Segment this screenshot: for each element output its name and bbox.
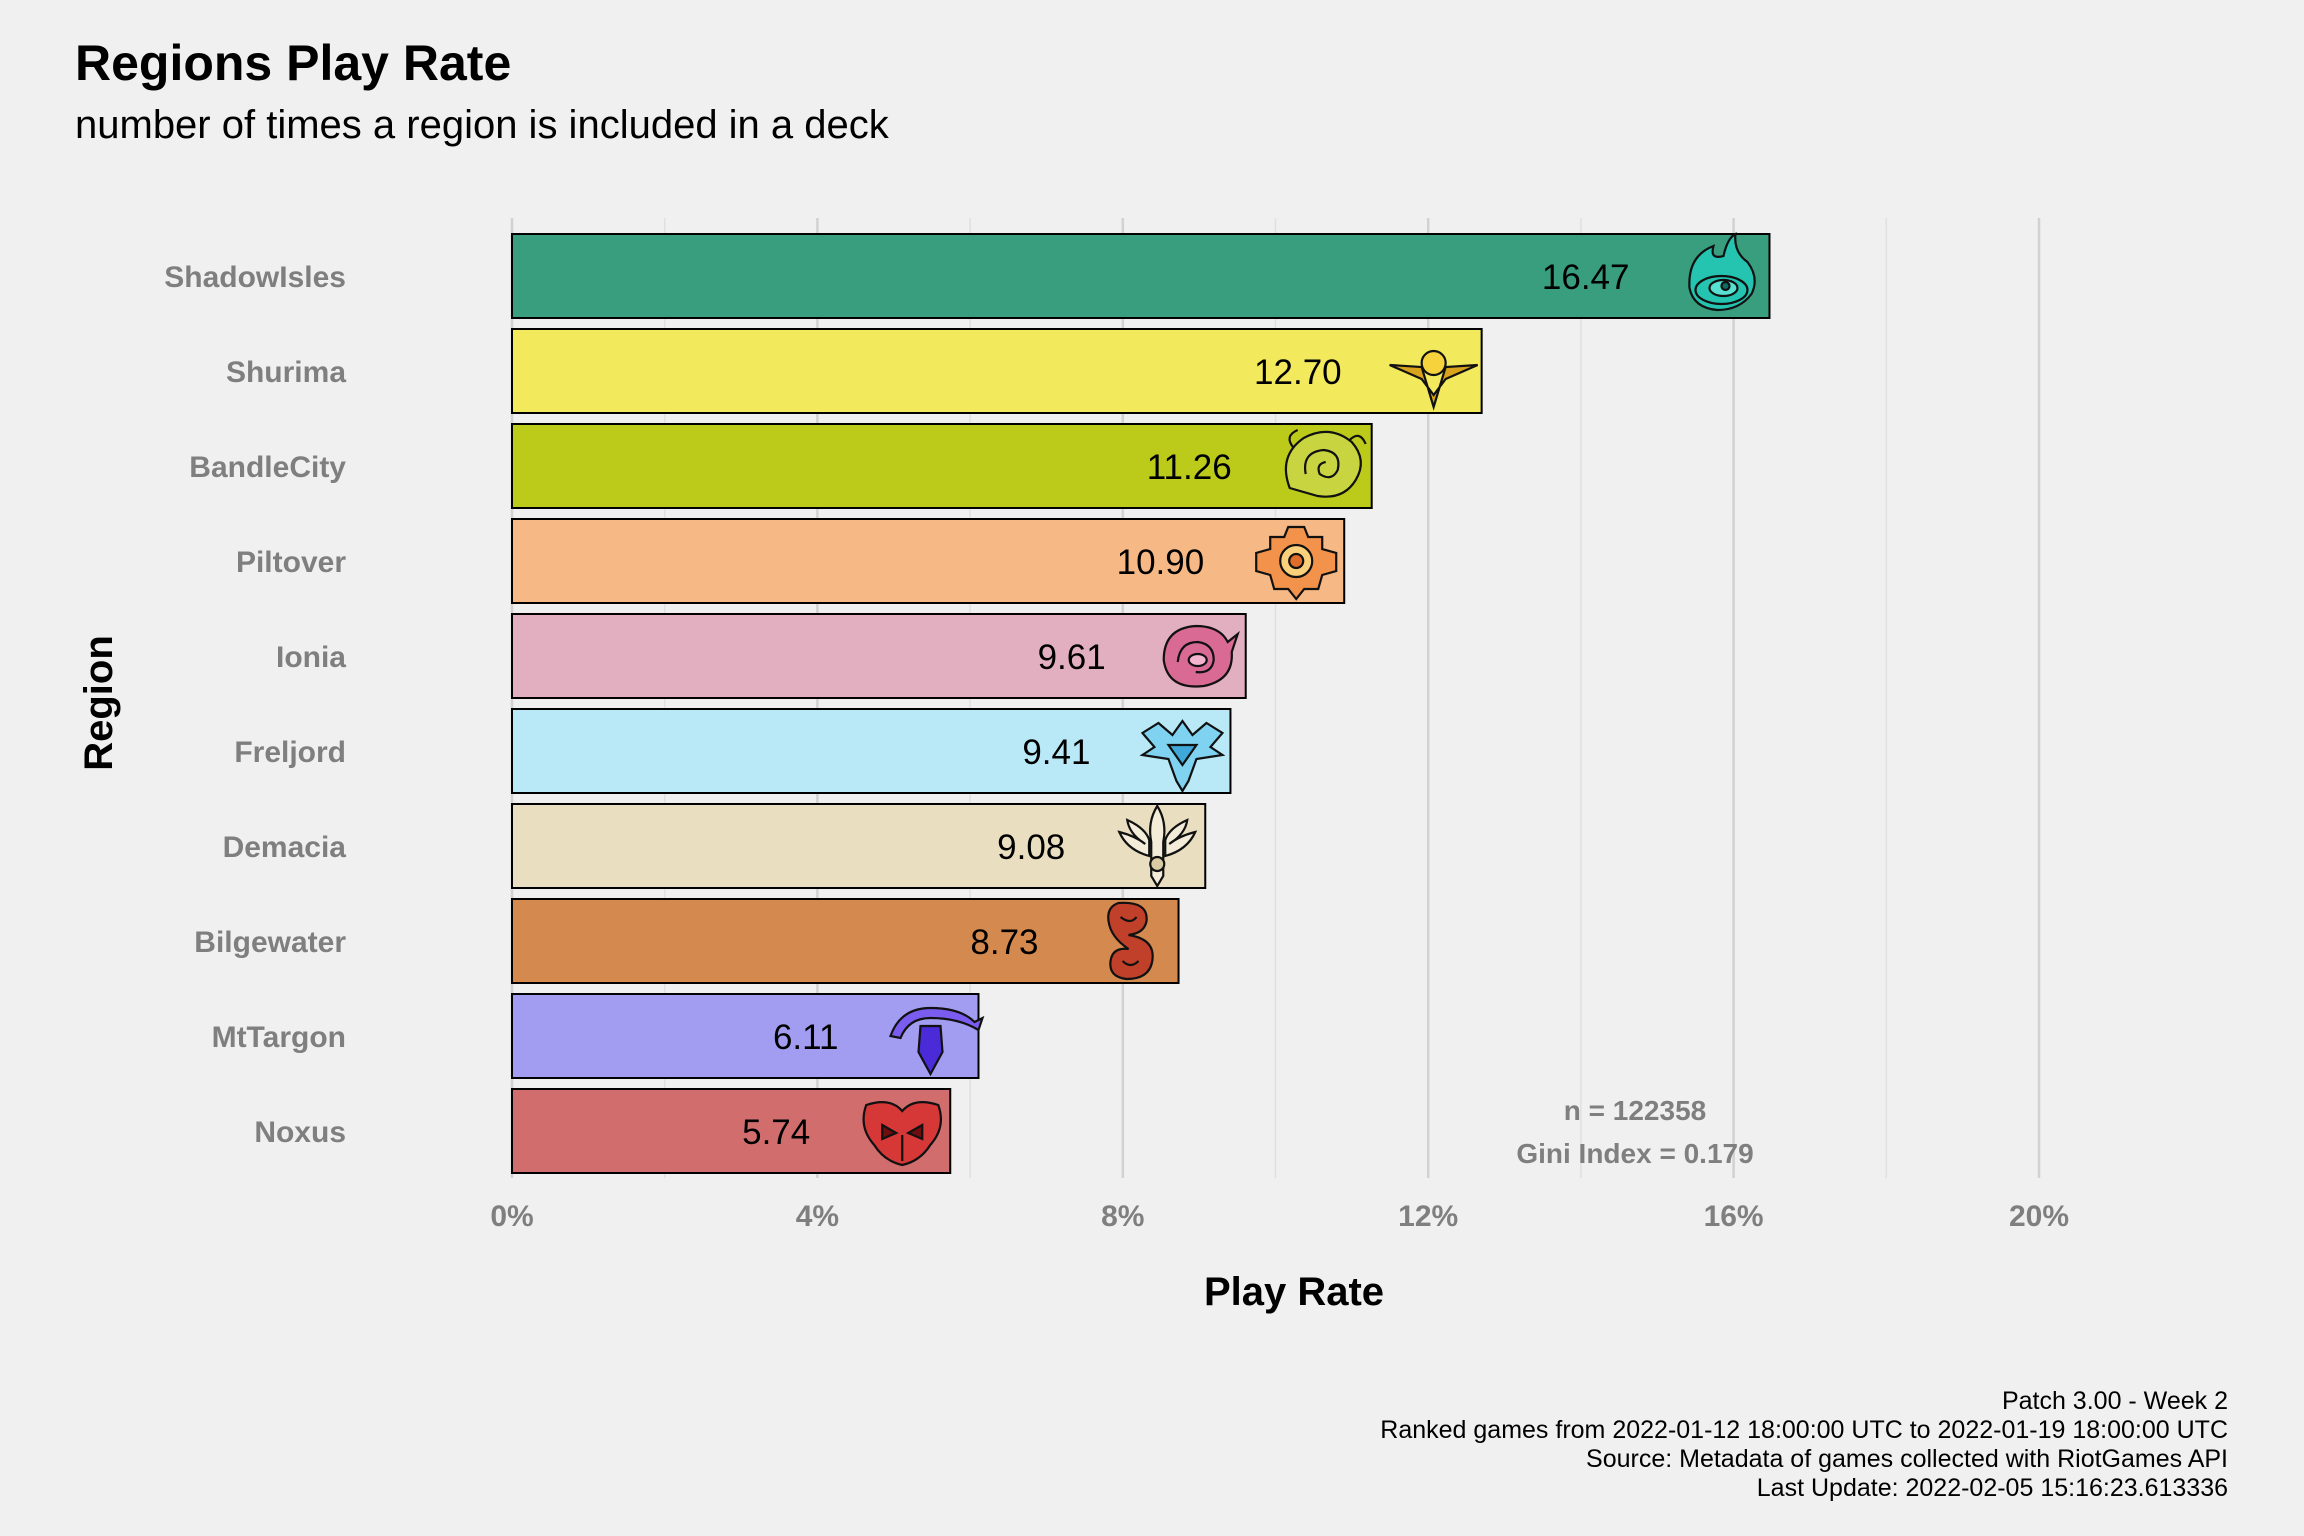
ionia-icon	[1162, 624, 1240, 688]
category-label: Ionia	[276, 641, 346, 674]
sample-size-annotation: n = 122358	[1564, 1095, 1706, 1126]
shurima-icon	[1389, 349, 1479, 411]
bar-shurima	[511, 328, 1483, 414]
bar-piltover	[511, 518, 1346, 604]
x-axis-title: Play Rate	[1204, 1270, 1384, 1314]
bar-bandlecity	[511, 423, 1373, 509]
demacia-icon	[1117, 803, 1198, 889]
caption-line-4: Last Update: 2022-02-05 15:16:23.613336	[1757, 1474, 2228, 1502]
value-label: 9.08	[997, 828, 1065, 867]
freljord-icon	[1139, 719, 1226, 794]
value-label: 16.47	[1542, 258, 1630, 297]
bar-bilgewater	[511, 898, 1180, 984]
value-label: 6.11	[773, 1018, 839, 1057]
gini-annotation: Gini Index = 0.179	[1516, 1138, 1753, 1169]
piltover-icon	[1255, 525, 1338, 601]
caption-line-1: Patch 3.00 - Week 2	[2002, 1387, 2228, 1415]
value-label: 9.41	[1022, 733, 1090, 772]
bars: 16.47 12.70 11.26 10.90 9.61 9.41 9.08 8.73 6.11…	[511, 232, 1771, 1174]
category-labels: ShadowIsles Shurima BandleCity Piltover Ioni…	[164, 261, 346, 1149]
category-label: Bilgewater	[194, 926, 346, 959]
category-label: MtTargon	[212, 1021, 346, 1054]
shadow-isles-icon	[1688, 232, 1756, 312]
caption-line-3: Source: Metadata of games collected with…	[1586, 1445, 2228, 1473]
bilgewater-icon	[1107, 901, 1154, 981]
bandle-city-icon	[1284, 428, 1367, 498]
chart-title: Regions Play Rate	[75, 35, 511, 91]
y-axis-title: Region	[77, 635, 121, 771]
category-label: Demacia	[223, 831, 347, 864]
value-label: 8.73	[970, 923, 1038, 962]
bar-freljord	[511, 708, 1232, 794]
value-label: 5.74	[742, 1113, 810, 1152]
chart-subtitle: number of times a region is included in …	[75, 103, 890, 147]
value-label: 12.70	[1254, 353, 1342, 392]
category-label: BandleCity	[189, 451, 346, 484]
bar-mttargon	[511, 993, 980, 1079]
x-tick-labels: 0% 4% 8% 12% 16% 20%	[490, 1200, 2069, 1233]
value-label: 10.90	[1117, 543, 1205, 582]
value-label: 11.26	[1147, 448, 1232, 487]
value-label: 9.61	[1038, 638, 1106, 677]
noxus-icon	[862, 1100, 942, 1167]
x-tick-label: 12%	[1398, 1200, 1458, 1233]
category-label: Noxus	[254, 1116, 346, 1149]
category-label: ShadowIsles	[164, 261, 346, 294]
category-label: Shurima	[226, 356, 346, 389]
x-tick-label: 16%	[1704, 1200, 1764, 1233]
category-label: Freljord	[234, 736, 346, 769]
x-tick-label: 20%	[2009, 1200, 2069, 1233]
category-label: Piltover	[236, 546, 346, 579]
bar-demacia	[511, 803, 1207, 889]
bar-ionia	[511, 613, 1247, 699]
x-tick-label: 0%	[490, 1200, 533, 1233]
x-tick-label: 4%	[796, 1200, 839, 1233]
caption-line-2: Ranked games from 2022-01-12 18:00:00 UT…	[1380, 1416, 2228, 1444]
x-tick-label: 8%	[1101, 1200, 1144, 1233]
mt-targon-icon	[889, 1006, 985, 1077]
bar-shadowisles	[511, 233, 1771, 319]
